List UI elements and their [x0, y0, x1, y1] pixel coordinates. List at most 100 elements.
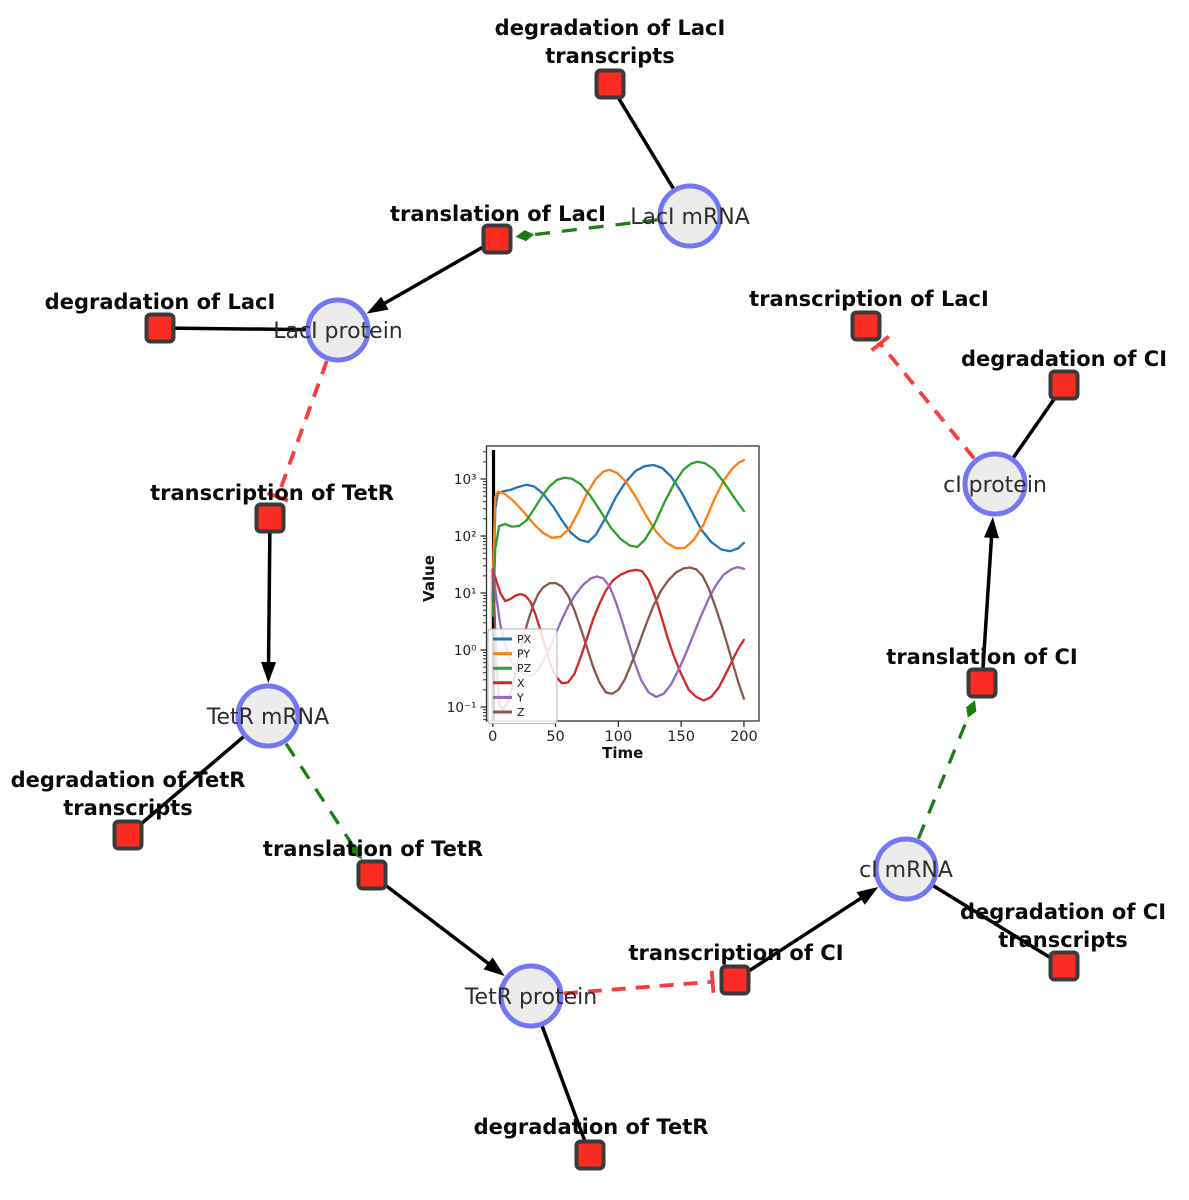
reaction-square[interactable] — [254, 502, 286, 534]
arrowhead-icon — [856, 886, 879, 905]
inset-chart: 0 50 100 150 200Time10³10²10¹10⁰10⁻¹ValuePXP… — [420, 445, 760, 762]
reaction-label-deg-ci: degradation of CI — [961, 347, 1167, 371]
reaction-node-txn-ci[interactable] — [719, 964, 751, 996]
reaction-square[interactable] — [356, 859, 388, 891]
species-node-ci-mrna[interactable] — [873, 836, 939, 902]
edge-production-txn-tetr-tetr-mrna — [261, 517, 277, 684]
edge-line — [980, 530, 994, 684]
edge-activation-ci-mrna-transl-ci — [916, 700, 977, 840]
reaction-label-txn-tetr: transcription of TetR — [150, 481, 394, 505]
legend-label-PZ: PZ — [517, 662, 532, 675]
reaction-node-transl-laci[interactable] — [481, 223, 513, 255]
species-node-laci-protein[interactable] — [305, 297, 371, 363]
activation-arrowhead-icon — [515, 230, 535, 242]
series-line-PX — [491, 463, 746, 600]
x-tick-label: 100 — [605, 729, 633, 745]
species-label-laci-protein: LacI protein — [273, 319, 403, 344]
reaction-label-transl-laci: translation of LacI — [390, 202, 606, 226]
edge-line — [266, 491, 289, 503]
y-tick-label: 10³ — [454, 472, 477, 488]
reaction-node-deg-tetr-tx[interactable] — [112, 819, 144, 851]
x-axis-title: Time — [602, 744, 643, 762]
reaction-node-deg-laci-tx[interactable] — [594, 68, 626, 100]
species-circle[interactable] — [498, 963, 564, 1029]
reaction-square[interactable] — [850, 310, 882, 342]
species-label-tetr-mrna: TetR mRNA — [206, 705, 329, 730]
reaction-square[interactable] — [481, 223, 513, 255]
reaction-label-deg-tetr: degradation of TetR — [474, 1115, 709, 1139]
series-line-PY — [491, 458, 746, 577]
reaction-node-txn-laci[interactable] — [850, 310, 882, 342]
reaction-label-deg-ci-tx: degradation of CI — [960, 900, 1166, 924]
x-tick-label: 200 — [730, 729, 758, 745]
edge-line — [370, 873, 495, 969]
edge-line — [284, 742, 357, 851]
reaction-square[interactable] — [719, 964, 751, 996]
species-node-laci-mrna[interactable] — [657, 183, 723, 249]
edge-inhibition-laci-protein-txn-tetr — [266, 360, 329, 503]
y-tick-label: 10¹ — [454, 586, 477, 602]
species-node-tetr-protein[interactable] — [498, 963, 564, 1029]
reaction-label-txn-ci: transcription of CI — [628, 941, 843, 965]
reaction-node-transl-ci[interactable] — [966, 667, 998, 699]
legend-label-Y: Y — [516, 691, 524, 704]
edge-inhibition-tetr-protein-txn-ci — [563, 970, 716, 996]
reaction-square[interactable] — [1048, 950, 1080, 982]
reaction-square[interactable] — [144, 312, 176, 344]
reaction-square[interactable] — [574, 1139, 606, 1171]
species-circle[interactable] — [962, 451, 1028, 517]
reaction-node-transl-tetr[interactable] — [356, 859, 388, 891]
reaction-square[interactable] — [1048, 369, 1080, 401]
activation-arrowhead-icon — [966, 700, 977, 718]
arrowhead-icon — [983, 516, 999, 539]
label-layer: LacI mRNA LacI protein TetR mRNA TetR prote… — [11, 16, 1167, 1139]
species-node-tetr-mrna[interactable] — [235, 683, 301, 749]
series-line-X — [491, 568, 746, 702]
x-tick-label: 0 — [488, 729, 497, 745]
y-tick-label: 10⁻¹ — [447, 700, 477, 716]
edge-line — [916, 710, 972, 840]
reaction-square[interactable] — [594, 68, 626, 100]
y-tick-label: 10⁰ — [454, 643, 477, 659]
reaction-node-txn-tetr[interactable] — [254, 502, 286, 534]
edge-line — [527, 218, 658, 238]
reaction-label-deg-laci: degradation of LacI — [45, 290, 276, 314]
edge-production-transl-ci-ci-protein — [980, 516, 999, 684]
x-tick-label: 150 — [667, 729, 695, 745]
species-circle[interactable] — [235, 683, 301, 749]
reaction-label-deg-ci-tx: transcripts — [998, 928, 1128, 952]
legend-label-Z: Z — [517, 706, 525, 719]
legend-label-X: X — [517, 677, 525, 690]
edge-line — [734, 893, 868, 982]
edge-line — [563, 979, 713, 996]
reaction-node-deg-ci-tx[interactable] — [1048, 950, 1080, 982]
species-circle[interactable] — [305, 297, 371, 363]
edge-activation-tetr-mrna-transl-tetr — [284, 742, 362, 860]
species-node-ci-protein[interactable] — [962, 451, 1028, 517]
node-layer — [112, 68, 1080, 1171]
edge-inhibition-ci-protein-txn-laci — [870, 335, 976, 460]
species-circle[interactable] — [873, 836, 939, 902]
edge-line — [870, 335, 890, 352]
edge-line — [266, 517, 272, 670]
y-axis-title: Value — [420, 555, 438, 602]
reaction-square[interactable] — [112, 819, 144, 851]
arrowhead-icon — [366, 296, 389, 314]
reaction-node-deg-laci[interactable] — [144, 312, 176, 344]
reaction-square[interactable] — [966, 667, 998, 699]
species-circle[interactable] — [657, 183, 723, 249]
reaction-node-deg-ci[interactable] — [1048, 369, 1080, 401]
reaction-node-deg-tetr[interactable] — [574, 1139, 606, 1171]
edge-production-txn-ci-ci-mrna — [734, 886, 879, 982]
edge-line — [377, 237, 498, 309]
species-label-tetr-protein: TetR protein — [464, 985, 597, 1010]
series-line-PZ — [491, 460, 746, 617]
species-label-laci-mrna: LacI mRNA — [630, 205, 750, 230]
reaction-label-txn-laci: transcription of LacI — [749, 287, 989, 311]
arrowhead-icon — [261, 661, 277, 684]
edge-line — [709, 970, 716, 993]
reaction-label-deg-tetr-tx: transcripts — [63, 796, 193, 820]
y-tick-label: 10² — [454, 529, 477, 545]
